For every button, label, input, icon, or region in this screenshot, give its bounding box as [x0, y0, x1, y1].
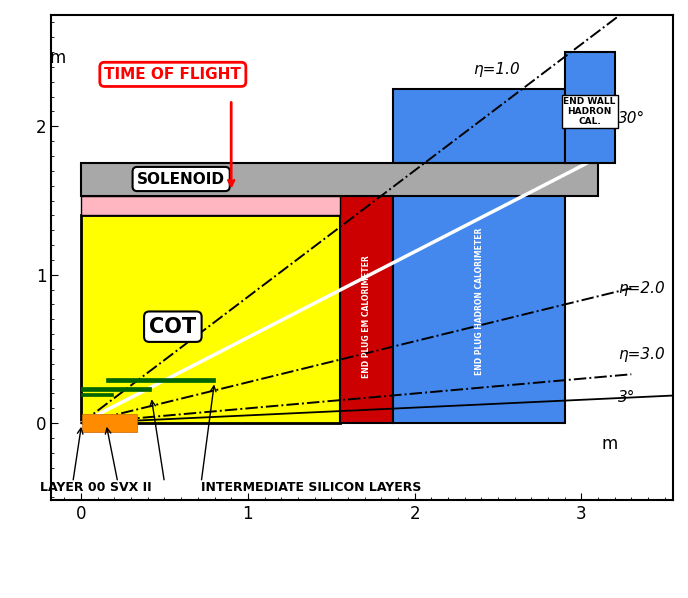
Text: END WALL
HADRON
CAL.: END WALL HADRON CAL.: [563, 96, 616, 126]
Bar: [81, 163, 598, 196]
Bar: [82, 414, 137, 432]
Text: COT: COT: [149, 317, 196, 337]
Bar: [81, 387, 151, 390]
Bar: [393, 163, 565, 423]
Text: SOLENOID: SOLENOID: [137, 172, 225, 187]
Bar: [81, 393, 113, 396]
Text: η=2.0: η=2.0: [618, 280, 665, 295]
Bar: [340, 196, 393, 423]
Bar: [565, 52, 614, 163]
Text: η=3.0: η=3.0: [618, 347, 665, 362]
Bar: [106, 378, 215, 382]
Text: 3°: 3°: [618, 390, 635, 405]
Bar: [81, 196, 340, 215]
Text: END PLUG HADRON CALORIMETER: END PLUG HADRON CALORIMETER: [475, 228, 484, 375]
Text: END PLUG EM CALORIMETER: END PLUG EM CALORIMETER: [362, 255, 371, 378]
Text: SVX II: SVX II: [110, 481, 152, 495]
Text: TIME OF FLIGHT: TIME OF FLIGHT: [105, 67, 241, 82]
Text: m: m: [50, 49, 66, 67]
Text: 30°: 30°: [618, 111, 645, 126]
Bar: [81, 215, 340, 423]
Text: η=1.0: η=1.0: [473, 62, 519, 77]
Text: LAYER 00: LAYER 00: [40, 481, 105, 495]
Text: m: m: [601, 435, 618, 453]
Bar: [393, 89, 565, 163]
Text: INTERMEDIATE SILICON LAYERS: INTERMEDIATE SILICON LAYERS: [201, 481, 422, 495]
